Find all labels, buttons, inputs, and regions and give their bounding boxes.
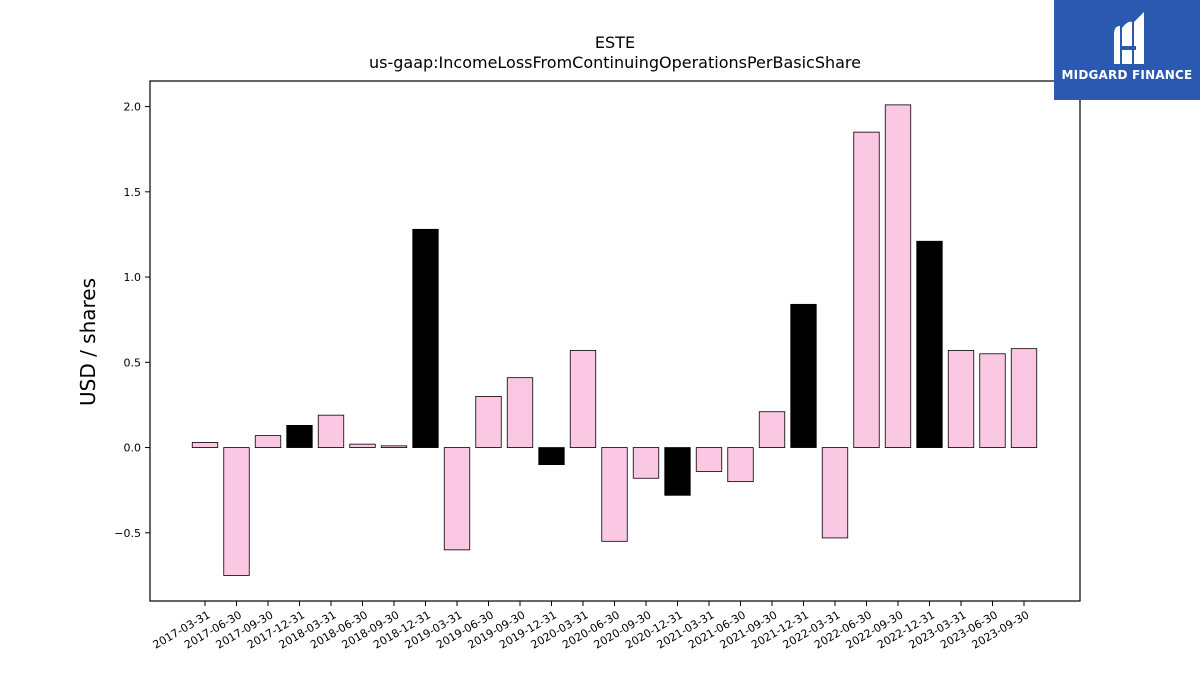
bar-2023-06-30 [979, 353, 1006, 448]
bar-2020-12-31 [664, 447, 691, 496]
bar-2017-09-30 [254, 435, 282, 448]
y-axis-label: USD / shares [76, 278, 100, 406]
midgard-finance-logo: MIDGARD FINANCE [1054, 0, 1200, 100]
y-tick-label: −0.5 [114, 527, 141, 540]
bar-2017-06-30 [223, 447, 250, 576]
bar-2022-09-30 [884, 104, 912, 448]
chart-title: ESTE [595, 33, 635, 52]
y-tick-label: 2.0 [124, 101, 142, 114]
bar-2021-09-30 [758, 411, 786, 448]
chart-subtitle: us-gaap:IncomeLossFromContinuingOperatio… [369, 53, 861, 72]
logo-text: MIDGARD FINANCE [1061, 68, 1193, 82]
bar-2020-03-31 [569, 349, 597, 448]
bar-2019-06-30 [475, 396, 502, 448]
bar-2017-03-31 [191, 442, 219, 448]
bar-2018-12-31 [412, 228, 439, 448]
bar-2017-12-31 [286, 424, 313, 448]
bar-2022-12-31 [916, 240, 943, 448]
bar-2020-09-30 [632, 447, 660, 479]
y-tick-label: 0.5 [124, 356, 142, 369]
y-tick-label: 1.5 [124, 186, 142, 199]
bar-2018-06-30 [349, 443, 376, 448]
bar-2019-09-30 [506, 377, 534, 448]
bar-2022-03-31 [821, 447, 849, 539]
logo-mark-icon [1114, 12, 1144, 65]
y-tick-label: 1.0 [124, 271, 142, 284]
bar-2019-12-31 [538, 447, 565, 466]
bar-2023-03-31 [947, 349, 975, 448]
bars-group [191, 104, 1038, 576]
bar-2020-06-30 [601, 447, 628, 542]
bar-2021-03-31 [695, 447, 723, 472]
bar-2023-09-30 [1010, 348, 1038, 448]
bar-2021-06-30 [727, 447, 754, 483]
bar-2022-06-30 [853, 131, 880, 448]
bar-2021-12-31 [790, 303, 817, 448]
y-tick-label: 0.0 [124, 442, 142, 455]
bar-2018-03-31 [317, 414, 345, 448]
bar-2018-09-30 [380, 445, 408, 448]
bar-2019-03-31 [443, 447, 471, 551]
